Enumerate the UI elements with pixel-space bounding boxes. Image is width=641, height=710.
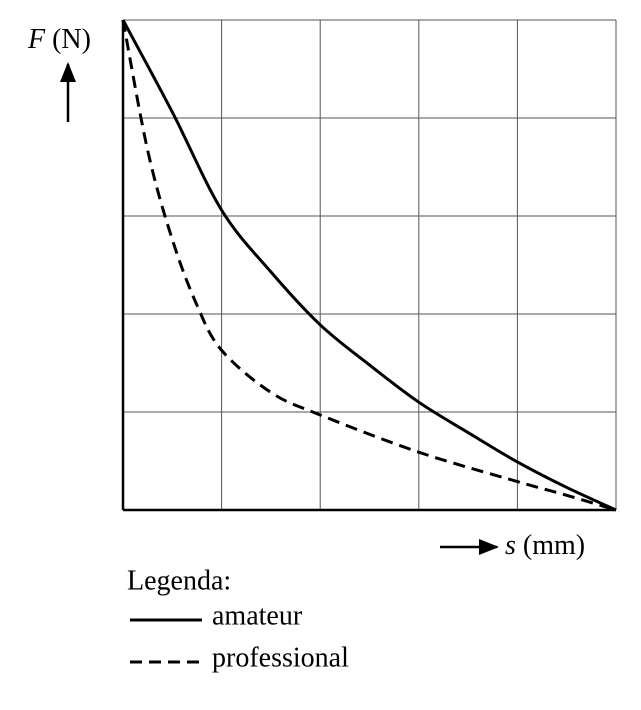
y-axis-label: F (N) [27, 24, 91, 55]
series-line [121, 19, 617, 512]
legend-label: professional [212, 642, 349, 673]
y-symbol: F [27, 24, 46, 55]
x-unit: (mm) [523, 530, 585, 561]
legend-label: amateur [212, 600, 303, 631]
series-line [121, 19, 617, 512]
x-axis-label: s (mm) [505, 530, 585, 561]
x-symbol: s [505, 530, 516, 561]
legend-title: Legenda: [127, 565, 231, 596]
y-unit: (N) [52, 24, 91, 55]
